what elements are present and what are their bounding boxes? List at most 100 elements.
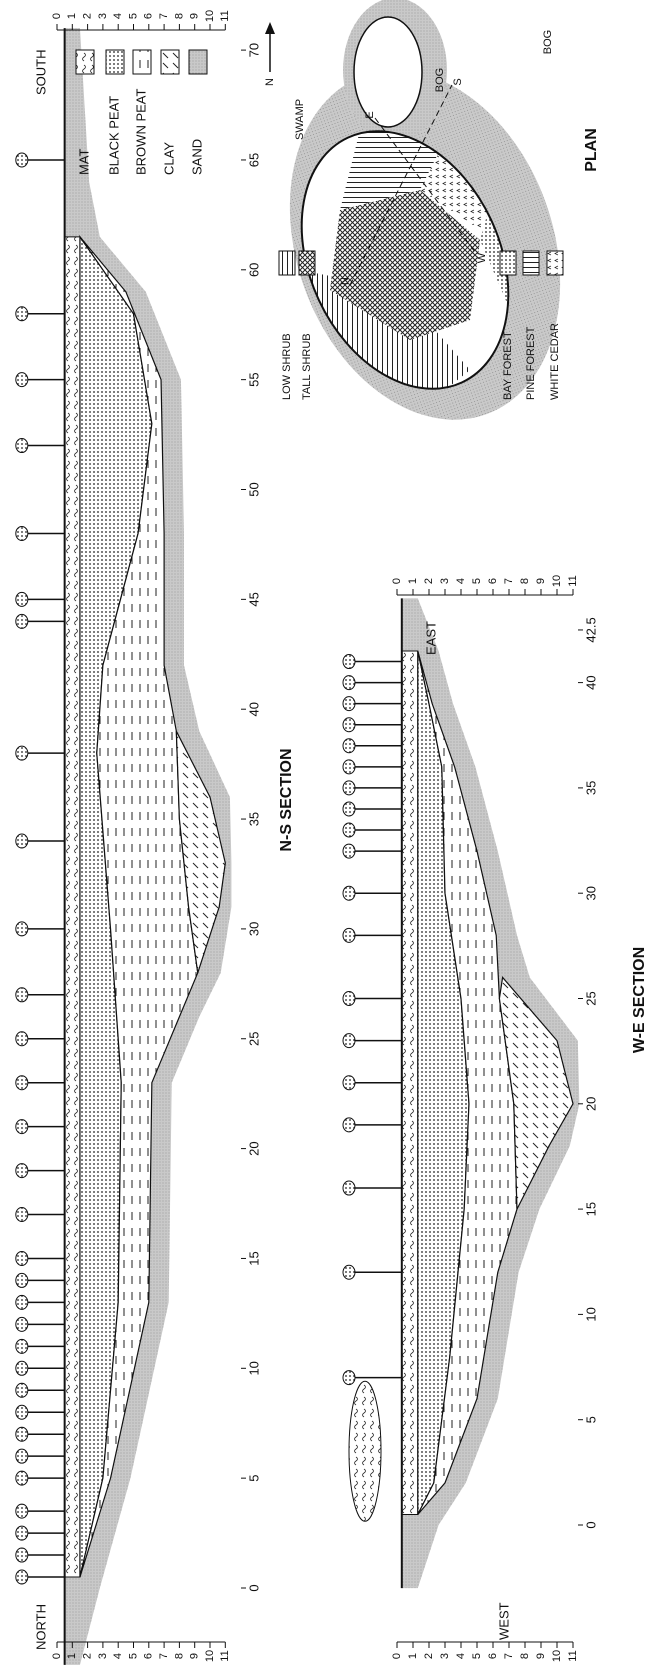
mat-layer bbox=[65, 237, 80, 1577]
depth-tick-label: 2 bbox=[82, 1653, 94, 1659]
tree-crown bbox=[16, 373, 28, 387]
depth-tick-label: 8 bbox=[173, 1653, 185, 1659]
tree-crown bbox=[16, 1076, 28, 1090]
depth-tick-label: 5 bbox=[127, 13, 139, 19]
tree-crown bbox=[16, 1120, 28, 1134]
depth-tick-label: 3 bbox=[439, 578, 451, 584]
depth-tick-label: 10 bbox=[551, 1650, 563, 1662]
depth-tick-label: 7 bbox=[503, 578, 515, 584]
depth-tick-label: 9 bbox=[535, 578, 547, 584]
compass-e: E bbox=[364, 111, 376, 118]
tree-crown bbox=[16, 1504, 28, 1518]
north-bog bbox=[354, 17, 422, 127]
depth-tick-label: 0 bbox=[51, 1653, 63, 1659]
depth-tick-label: 11 bbox=[567, 575, 579, 586]
tree-crown bbox=[16, 307, 28, 321]
bog-label: BOG bbox=[542, 30, 554, 54]
depth-tick-label: 7 bbox=[503, 1653, 515, 1659]
tree-crown bbox=[16, 1164, 28, 1178]
depth-tick-label: 11 bbox=[567, 1650, 579, 1661]
tree-crown bbox=[16, 1526, 28, 1540]
depth-tick-label: 4 bbox=[112, 1653, 124, 1659]
plan-legend-swatch bbox=[523, 251, 539, 275]
depth-tick-label: 7 bbox=[158, 13, 170, 19]
tree-crown bbox=[16, 834, 28, 848]
tree-crown bbox=[16, 746, 28, 760]
layer-legend-swatch bbox=[161, 50, 179, 74]
tree-crown bbox=[343, 928, 355, 942]
shrub-mass bbox=[349, 1381, 381, 1521]
tree-crown bbox=[343, 992, 355, 1006]
distance-tick-label: 15 bbox=[246, 1251, 261, 1265]
tree-crown bbox=[343, 760, 355, 774]
depth-tick-label: 4 bbox=[455, 578, 467, 584]
depth-tick-label: 6 bbox=[487, 1653, 499, 1659]
depth-tick-label: 5 bbox=[127, 1653, 139, 1659]
distance-tick-label: 40 bbox=[583, 675, 598, 689]
tree-crown bbox=[16, 1405, 28, 1419]
layer-legend-label: MAT bbox=[76, 148, 91, 175]
depth-tick-label: 8 bbox=[519, 1653, 531, 1659]
layer-legend-swatch bbox=[189, 50, 207, 74]
depth-tick-label: 1 bbox=[66, 13, 78, 19]
distance-tick-label: 50 bbox=[246, 482, 261, 496]
north-label: N bbox=[264, 78, 276, 86]
tree-crown bbox=[343, 1076, 355, 1090]
depth-tick-label: 6 bbox=[143, 1653, 155, 1659]
distance-tick-label: 15 bbox=[583, 1202, 598, 1216]
depth-tick-label: 10 bbox=[204, 1650, 216, 1662]
distance-tick-label: 42.5 bbox=[583, 617, 598, 642]
depth-tick-label: 3 bbox=[97, 1653, 109, 1659]
depth-tick-label: 9 bbox=[189, 13, 201, 19]
distance-tick-label: 65 bbox=[246, 153, 261, 167]
depth-tick-label: 1 bbox=[407, 578, 419, 584]
distance-tick-label: 10 bbox=[583, 1307, 598, 1321]
depth-tick-label: 6 bbox=[487, 578, 499, 584]
plan-title: PLAN bbox=[583, 128, 600, 172]
depth-tick-label: 3 bbox=[439, 1653, 451, 1659]
distance-tick-label: 40 bbox=[246, 702, 261, 716]
tree-crown bbox=[16, 1449, 28, 1463]
tree-crown bbox=[343, 802, 355, 816]
tree-crown bbox=[343, 1118, 355, 1132]
tree-crown bbox=[16, 1548, 28, 1562]
depth-tick-label: 11 bbox=[219, 10, 231, 21]
tree-crown bbox=[343, 718, 355, 732]
depth-tick-label: 8 bbox=[519, 578, 531, 584]
depth-tick-label: 0 bbox=[391, 1653, 403, 1659]
plan-legend-swatch bbox=[299, 251, 315, 275]
tree-crown bbox=[16, 439, 28, 453]
distance-tick-label: 30 bbox=[583, 886, 598, 900]
depth-tick-label: 4 bbox=[455, 1653, 467, 1659]
tree-crown bbox=[343, 844, 355, 858]
tree-crown bbox=[16, 988, 28, 1002]
figure: N E S W SWAMP BOG BOG PLAN N 00112233445… bbox=[0, 0, 657, 1670]
distance-tick-label: 20 bbox=[583, 1097, 598, 1111]
layer-legend-swatch bbox=[133, 50, 151, 74]
tree-crown bbox=[16, 1273, 28, 1287]
plan-legend-label: BAY FOREST bbox=[502, 331, 514, 400]
plan-legend-swatch bbox=[279, 251, 295, 275]
tree-crown bbox=[16, 526, 28, 540]
distance-tick-label: 45 bbox=[246, 592, 261, 606]
layer-legend-label: BROWN PEAT bbox=[133, 89, 148, 175]
plan-legend-label: WHITE CEDAR bbox=[549, 323, 561, 400]
bog-label: BOG bbox=[434, 68, 446, 92]
tree-crown bbox=[16, 614, 28, 628]
layer-legend-swatch bbox=[106, 50, 124, 74]
tree-crown bbox=[16, 1295, 28, 1309]
compass-n: N bbox=[339, 277, 351, 285]
tree-crown bbox=[343, 886, 355, 900]
layer-legend-label: CLAY bbox=[161, 142, 176, 175]
tree-crown bbox=[343, 1371, 355, 1385]
rotated-figure: N E S W SWAMP BOG BOG PLAN N 00112233445… bbox=[16, 0, 648, 1665]
depth-tick-label: 9 bbox=[535, 1653, 547, 1659]
layer-legend-label: BLACK PEAT bbox=[106, 96, 121, 175]
tree-crown bbox=[343, 655, 355, 669]
tree-crown bbox=[16, 1383, 28, 1397]
distance-tick-label: 35 bbox=[246, 812, 261, 826]
end-label: SOUTH bbox=[33, 50, 48, 96]
distance-tick-label: 10 bbox=[246, 1361, 261, 1375]
tree-crown bbox=[343, 823, 355, 837]
distance-tick-label: 35 bbox=[583, 781, 598, 795]
